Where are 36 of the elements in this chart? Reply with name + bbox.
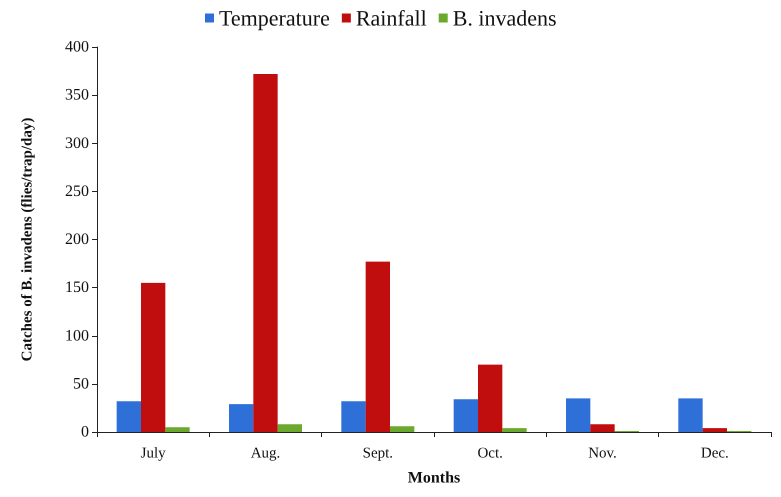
y-tick-label: 0 (81, 424, 89, 440)
legend-label: Temperature (219, 6, 330, 30)
bar (566, 398, 590, 432)
x-tick-label: Nov. (588, 446, 617, 462)
y-tick-label: 400 (65, 38, 89, 56)
bar (165, 427, 190, 432)
bar (454, 399, 478, 432)
x-tick-label: Dec. (700, 446, 729, 462)
bar (590, 424, 615, 432)
bar (228, 404, 254, 432)
bar (390, 426, 414, 432)
y-tick-label: 200 (65, 231, 89, 248)
y-tick-label: 250 (65, 182, 89, 200)
bar (253, 74, 278, 432)
bar (478, 364, 502, 432)
y-tick-label: 100 (65, 327, 89, 344)
bar (341, 401, 366, 432)
x-tick-label: Aug. (250, 446, 280, 462)
y-tick-label: 50 (73, 375, 89, 392)
x-tick-label: Sept. (362, 446, 394, 462)
y-tick-label: 300 (65, 134, 89, 152)
bar (116, 401, 141, 432)
y-tick-label: 350 (65, 86, 89, 104)
bar (702, 428, 728, 432)
x-tick-label: July (140, 446, 166, 462)
y-axis-title: Catches of B. invadens (flies/trap/day) (20, 118, 36, 362)
bar (278, 424, 302, 432)
bar (366, 262, 390, 432)
bar (678, 398, 703, 432)
legend-label: Rainfall (356, 6, 427, 30)
x-tick-label: Oct. (477, 446, 503, 462)
legend-label: B. invadens (452, 6, 557, 30)
y-tick-label: 150 (65, 279, 89, 296)
bar (140, 282, 166, 432)
bar (502, 428, 527, 432)
x-axis-title: Months (408, 470, 460, 486)
